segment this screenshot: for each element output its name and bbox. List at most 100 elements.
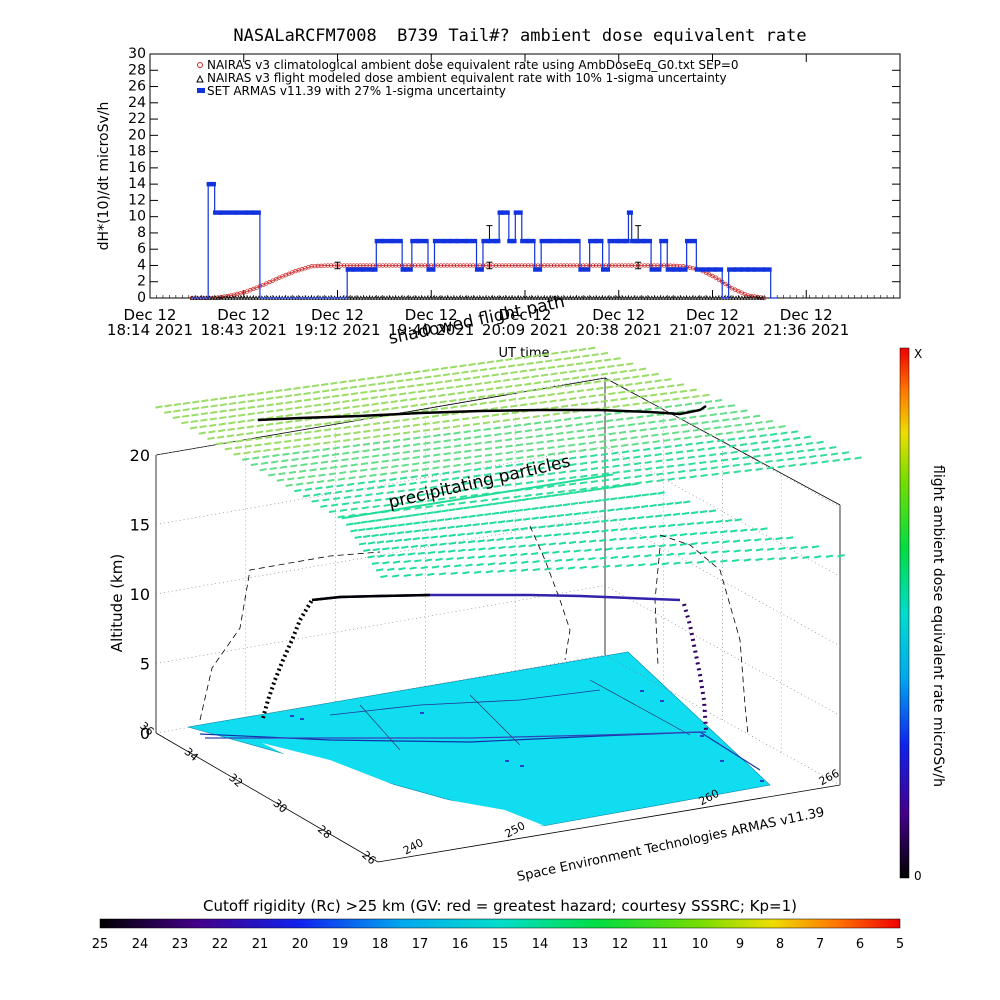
particle-mark — [201, 399, 209, 403]
particle-mark — [620, 437, 628, 441]
point-set-armas — [600, 267, 605, 272]
particle-mark — [405, 530, 413, 534]
particle-mark — [625, 383, 633, 387]
point-nairas-climatological — [477, 263, 482, 268]
particle-mark — [273, 447, 281, 451]
particle-mark — [543, 380, 551, 384]
point-set-armas — [626, 238, 630, 244]
point-nairas-climatological — [545, 263, 550, 268]
particle-mark — [556, 566, 564, 571]
point-set-armas — [510, 238, 514, 244]
particle-mark — [633, 455, 641, 459]
point-set-armas — [659, 238, 663, 244]
particle-mark — [416, 504, 424, 508]
point-nairas-flight — [599, 295, 605, 300]
point-nairas-flight — [582, 295, 588, 300]
particle-mark — [645, 467, 653, 471]
particle-mark — [352, 500, 360, 505]
particle-mark — [647, 544, 656, 548]
particle-mark — [622, 456, 630, 460]
particle-mark — [588, 367, 596, 371]
y-tick-label: 18 — [128, 144, 146, 160]
particle-mark — [453, 431, 461, 435]
particle-mark — [689, 388, 697, 392]
particle-mark — [477, 555, 486, 559]
particle-mark — [694, 401, 703, 405]
bottom-colorbar-tick-label: 8 — [776, 937, 784, 952]
particle-mark — [499, 553, 507, 558]
particle-mark — [521, 497, 530, 502]
particle-mark — [492, 511, 500, 515]
particle-mark — [420, 402, 428, 406]
particle-mark — [452, 476, 460, 480]
particle-mark — [483, 427, 491, 431]
legend-marker-red — [197, 62, 203, 68]
particle-mark — [605, 419, 614, 423]
particle-mark — [634, 474, 642, 479]
particle-mark — [192, 400, 200, 404]
particle-mark — [557, 391, 565, 395]
particle-mark — [324, 491, 332, 495]
particle-mark — [485, 503, 493, 507]
particle-mark — [452, 371, 460, 376]
particle-mark — [491, 373, 499, 377]
particle-mark — [612, 404, 620, 409]
particle-mark — [641, 374, 650, 378]
point-set-armas — [629, 210, 633, 215]
particle-mark — [464, 523, 472, 528]
particle-mark — [515, 482, 523, 486]
particle-mark — [602, 406, 610, 410]
point-nairas-climatological — [642, 263, 647, 268]
particle-mark — [780, 431, 788, 435]
particle-mark — [649, 535, 657, 539]
particle-mark — [580, 474, 588, 478]
particle-mark — [765, 459, 773, 464]
point-nairas-flight — [521, 295, 526, 300]
point-set-armas — [648, 238, 653, 244]
point-nairas-flight — [614, 295, 620, 300]
point-set-armas — [610, 238, 614, 244]
particle-mark — [809, 454, 817, 459]
particle-mark — [629, 429, 637, 433]
particle-mark — [411, 513, 420, 517]
particle-mark — [698, 454, 706, 458]
particle-mark — [237, 420, 246, 424]
particle-mark — [522, 376, 530, 380]
point-nairas-flight — [486, 295, 492, 300]
particle-mark — [791, 430, 799, 434]
particle-mark — [173, 409, 181, 413]
point-nairas-flight — [570, 295, 576, 300]
particle-mark — [478, 547, 486, 551]
particle-mark — [436, 387, 445, 391]
bottom-colorbar-tick-label: 13 — [572, 937, 589, 952]
bottom-colorbar-tick-label: 24 — [132, 937, 149, 952]
bottom-colorbar-label: Cutoff rigidity (Rc) >25 km (GV: red = g… — [203, 897, 797, 915]
particle-mark — [483, 473, 492, 477]
point-nairas-climatological — [322, 263, 327, 268]
particle-mark — [333, 420, 342, 424]
point-set-armas — [241, 210, 245, 215]
point-nairas-flight — [439, 295, 445, 300]
particle-mark — [661, 562, 669, 566]
particle-mark — [352, 450, 360, 454]
particle-mark — [730, 410, 738, 414]
particle-mark — [373, 428, 381, 432]
particle-mark — [621, 555, 630, 559]
particle-mark — [463, 430, 471, 434]
particle-mark — [397, 489, 405, 493]
particle-mark — [526, 474, 534, 478]
particle-mark — [465, 383, 473, 387]
x-tick-date: Dec 12 — [499, 306, 552, 324]
x-tick-time: 18:14 2021 — [107, 321, 193, 339]
point-nairas-flight — [396, 295, 401, 300]
particle-mark — [810, 461, 818, 465]
point-nairas-climatological — [377, 263, 382, 268]
point-set-armas — [507, 238, 511, 244]
particle-mark — [493, 484, 501, 488]
point-nairas-flight — [661, 295, 666, 300]
particle-mark — [435, 557, 443, 562]
particle-mark — [354, 494, 362, 498]
particle-mark — [389, 477, 397, 481]
particle-mark — [702, 393, 710, 397]
